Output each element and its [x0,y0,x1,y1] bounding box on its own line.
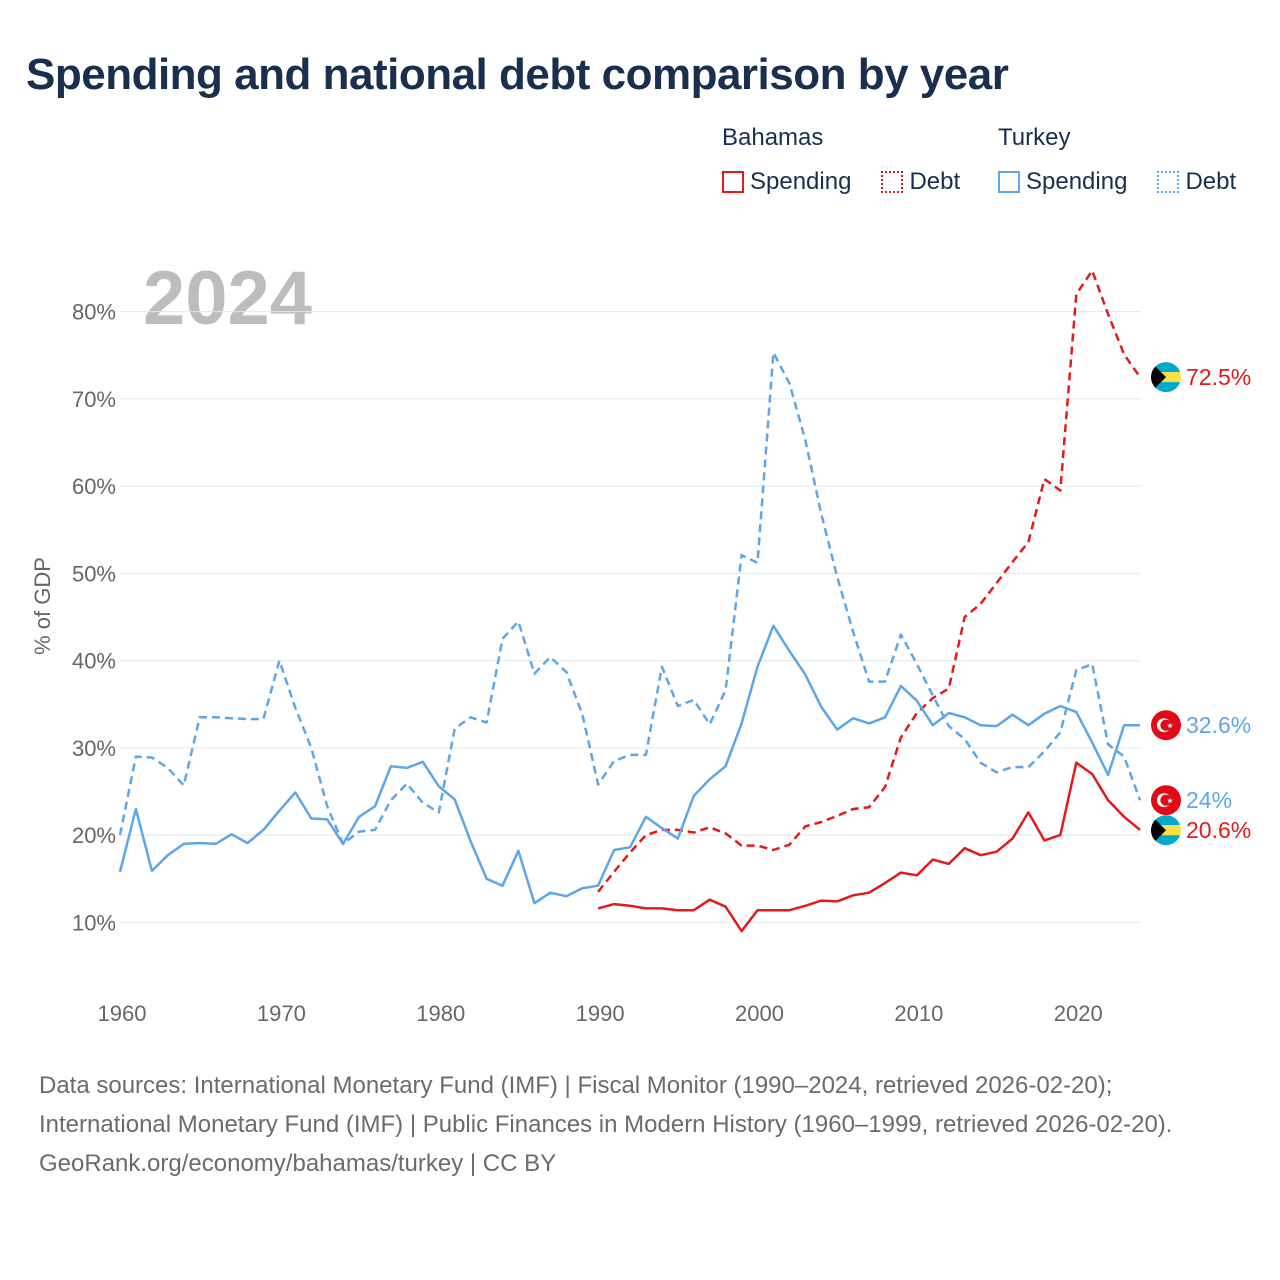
legend-country-bahamas: Bahamas [722,124,824,151]
flag-body [1151,815,1181,846]
flag-band-top [1151,815,1181,826]
legend-country-turkey: Turkey [998,124,1071,151]
flag-band-bottom [1151,835,1181,846]
y-tick-label-30: 30% [72,736,116,761]
axis-ticks: 10% 20% 30% 40% 50% 60% 70% 80% 1960 1970 1980 1990… [72,300,1103,1026]
y-tick-label-60: 60% [72,474,116,499]
flag-triangle [1151,362,1166,393]
y-tick-label-50: 50% [72,561,116,586]
end-value-label-turkey-debt: 24% [1186,787,1232,813]
endpoint-bahamas-debt: 72.5% [1151,362,1251,393]
endpoint-turkey-debt: 24% [1151,785,1232,816]
end-value-label-bahamas-debt: 72.5% [1186,364,1251,390]
chart-title: Spending and national debt comparison by… [26,50,1009,99]
x-tick-label-2000: 2000 [735,1001,784,1026]
flag-crescent-inner [1160,719,1172,731]
legend-swatch-turkey-spending [998,171,1020,193]
x-tick-label-2020: 2020 [1054,1001,1103,1026]
legend-label-turkey-debt: Debt [1185,168,1237,195]
series-lines [118,269,1142,933]
bahamas-flag-icon [1151,362,1181,393]
series-line-turkey-spending [118,624,1140,905]
flag-star [1167,722,1173,729]
credit-line[interactable]: GeoRank.org/economy/bahamas/turkey | CC … [39,1150,557,1177]
series-line-bahamas-debt [597,269,1142,893]
line-chart: 2024 % of GDP 10% 20% 30% 40% 50% 60% 70% 80% 19… [30,256,1251,1026]
x-tick-label-1990: 1990 [576,1001,625,1026]
flag-band-top [1151,362,1181,373]
legend-item-bahamas-spending[interactable]: Spending [722,168,851,196]
series-line-turkey-debt [118,351,1142,846]
data-sources: Data sources: International Monetary Fun… [39,1072,1173,1138]
legend-group-bahamas: Bahamas Spending Debt [722,124,960,196]
endpoint-turkey-spending: 32.6% [1151,710,1251,741]
flag-body [1151,362,1181,393]
y-axis-title: % of GDP [30,557,55,655]
flag-band-bottom [1151,382,1181,393]
legend-item-turkey-debt[interactable]: Debt [1157,168,1236,196]
chart-footer: Data sources: International Monetary Fun… [39,1066,1239,1183]
flag-triangle [1151,815,1166,846]
legend-item-bahamas-debt[interactable]: Debt [881,168,960,196]
year-watermark: 2024 [143,256,312,341]
turkey-flag-icon [1151,710,1181,741]
y-tick-label-20: 20% [72,823,116,848]
legend-swatch-bahamas-debt [881,171,904,193]
legend-label-turkey-spending: Spending [1026,168,1128,195]
x-tick-label-1960: 1960 [98,1001,147,1026]
y-tick-label-10: 10% [72,910,116,935]
gridlines [120,311,1140,923]
x-tick-label-1970: 1970 [257,1001,306,1026]
end-value-label-turkey-spending: 32.6% [1186,712,1251,738]
x-tick-label-2010: 2010 [894,1001,943,1026]
legend-item-turkey-spending[interactable]: Spending [998,168,1127,196]
x-tick-label-1980: 1980 [416,1001,465,1026]
bahamas-flag-icon [1151,815,1181,846]
y-tick-label-40: 40% [72,649,116,674]
legend-label-bahamas-spending: Spending [750,168,852,195]
legend-swatch-turkey-debt [1157,171,1180,193]
series-line-bahamas-spending [597,761,1141,933]
series-endpoints: 72.5% 32.6% 24% 20.6% [1151,362,1251,846]
legend-swatch-bahamas-spending [722,171,744,193]
y-tick-label-80: 80% [72,300,116,325]
y-tick-label-70: 70% [72,387,116,412]
legend-group-turkey: Turkey Spending Debt [998,124,1236,196]
flag-star [1167,797,1173,804]
flag-crescent-inner [1160,794,1172,806]
endpoint-bahamas-spending: 20.6% [1151,815,1251,846]
legend-label-bahamas-debt: Debt [909,168,961,195]
turkey-flag-icon [1151,785,1181,816]
end-value-label-bahamas-spending: 20.6% [1186,817,1251,843]
